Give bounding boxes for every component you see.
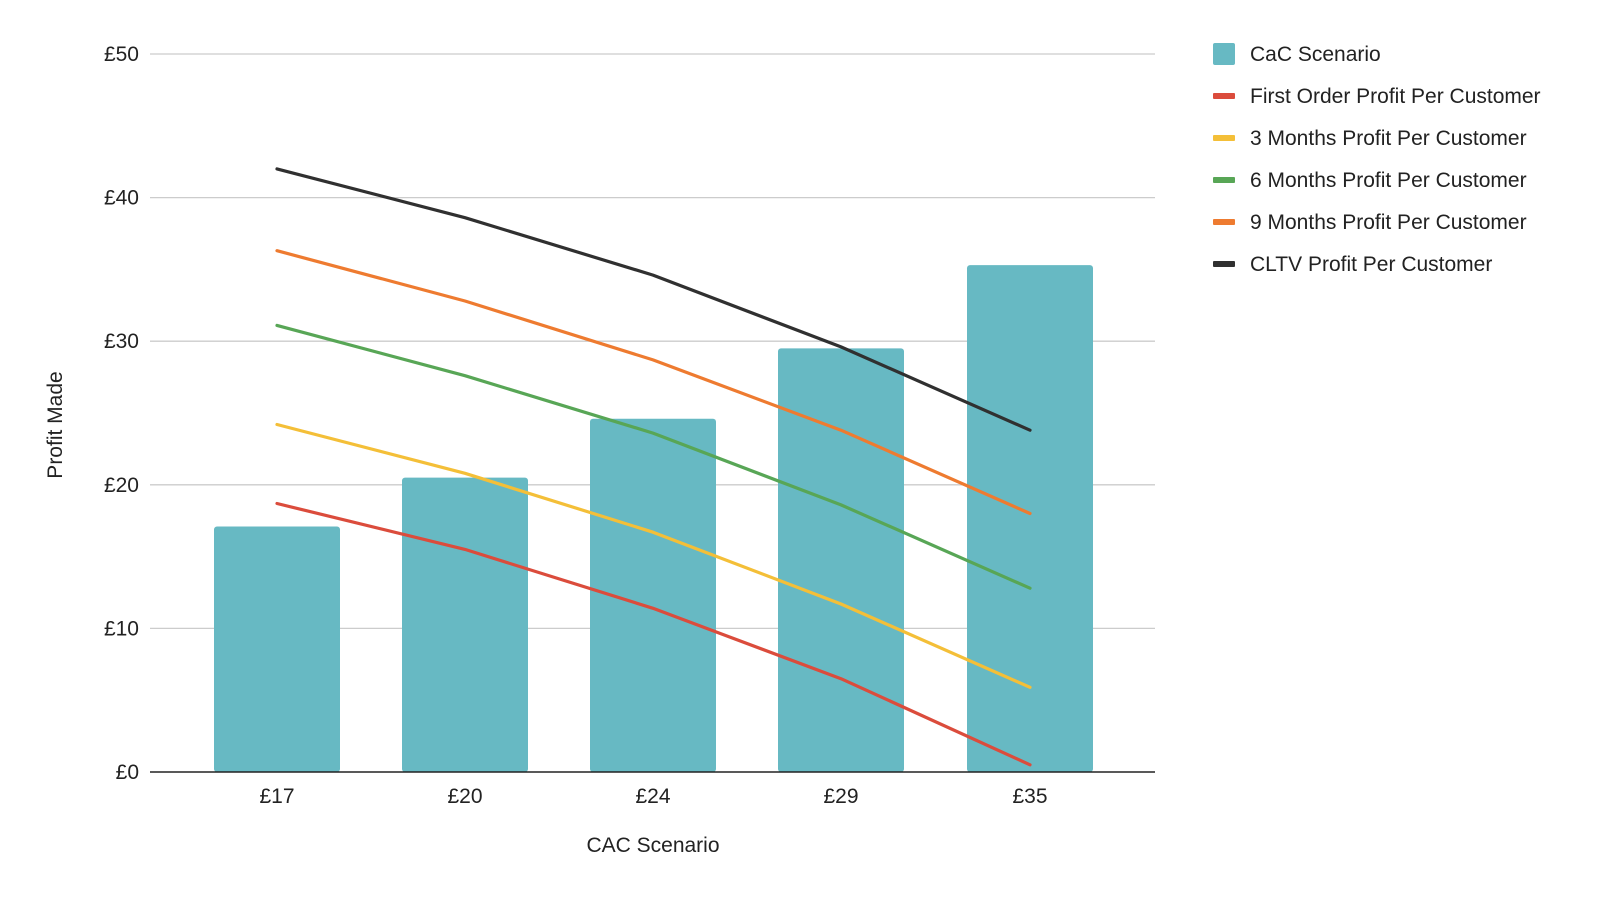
legend-swatch-line bbox=[1213, 261, 1235, 267]
bar-5 bbox=[967, 265, 1093, 772]
bar-1 bbox=[214, 526, 340, 772]
bar-3 bbox=[590, 418, 716, 772]
y-tick-label: £20 bbox=[104, 474, 139, 497]
y-tick-labels: £0 £10 £20 £30 £40 £50 bbox=[104, 43, 139, 784]
x-tick-label: £17 bbox=[259, 785, 294, 808]
legend-item: CLTV Profit Per Customer bbox=[1213, 253, 1492, 276]
legend-swatch-line bbox=[1213, 135, 1235, 141]
line-series-3 bbox=[275, 323, 1032, 590]
line-series-5 bbox=[275, 167, 1032, 432]
legend-item: CaC Scenario bbox=[1213, 43, 1381, 66]
legend: CaC Scenario First Order Profit Per Custo… bbox=[1213, 43, 1541, 276]
x-tick-label: £24 bbox=[635, 785, 670, 808]
legend-label: 9 Months Profit Per Customer bbox=[1250, 211, 1527, 234]
y-axis-title: Profit Made bbox=[44, 371, 67, 478]
y-tick-label: £30 bbox=[104, 330, 139, 353]
legend-label: 6 Months Profit Per Customer bbox=[1250, 169, 1527, 192]
y-tick-label: £40 bbox=[104, 187, 139, 210]
line-series-1 bbox=[275, 501, 1032, 767]
legend-item: 3 Months Profit Per Customer bbox=[1213, 127, 1527, 150]
legend-label: First Order Profit Per Customer bbox=[1250, 85, 1541, 108]
bar-4 bbox=[778, 348, 904, 772]
y-tick-label: £50 bbox=[104, 43, 139, 66]
line-series bbox=[275, 167, 1032, 767]
legend-label: 3 Months Profit Per Customer bbox=[1250, 127, 1527, 150]
legend-item: 6 Months Profit Per Customer bbox=[1213, 169, 1527, 192]
x-tick-label: £20 bbox=[447, 785, 482, 808]
x-axis-title: CAC Scenario bbox=[586, 834, 719, 857]
line-series-4 bbox=[275, 249, 1032, 516]
x-tick-label: £29 bbox=[823, 785, 858, 808]
x-tick-label: £35 bbox=[1012, 785, 1047, 808]
line-series-2 bbox=[275, 422, 1032, 689]
y-tick-label: £10 bbox=[104, 617, 139, 640]
x-tick-labels: £17 £20 £24 £29 £35 bbox=[259, 785, 1047, 808]
legend-swatch-line bbox=[1213, 93, 1235, 99]
legend-label: CLTV Profit Per Customer bbox=[1250, 253, 1492, 276]
legend-swatch-line bbox=[1213, 219, 1235, 225]
legend-swatch-bar bbox=[1213, 43, 1235, 65]
legend-swatch-line bbox=[1213, 177, 1235, 183]
legend-item: First Order Profit Per Customer bbox=[1213, 85, 1541, 108]
legend-item: 9 Months Profit Per Customer bbox=[1213, 211, 1527, 234]
legend-label: CaC Scenario bbox=[1250, 43, 1381, 66]
y-tick-label: £0 bbox=[116, 761, 139, 784]
bar-2 bbox=[402, 477, 528, 772]
